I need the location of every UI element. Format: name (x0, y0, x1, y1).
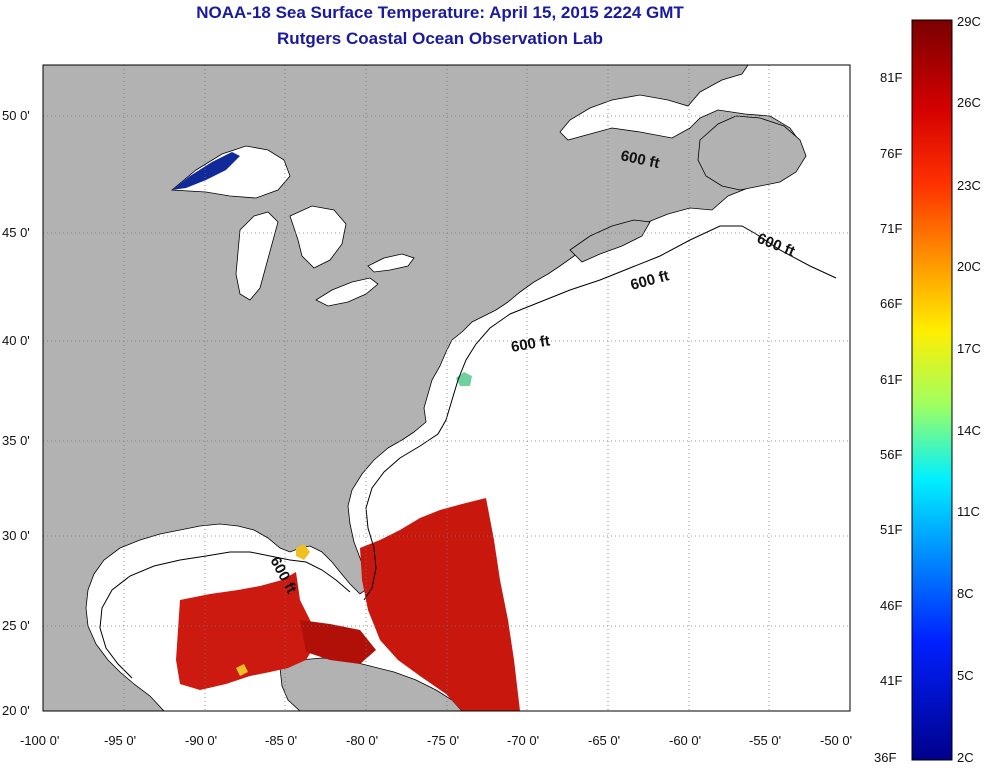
colorbar-celsius-labels: 29C 26C 23C 20C 17C 14C 11C 8C 5C 2C (957, 14, 981, 765)
lon-tick-label: -75 0' (427, 733, 459, 748)
lat-tick-label: 20 0' (2, 703, 30, 718)
cb-c-label: 20C (957, 259, 981, 274)
cb-f-label: 36F (874, 750, 896, 765)
lake-ontario (367, 253, 415, 273)
cb-c-label: 5C (957, 668, 974, 683)
cb-f-label: 51F (880, 522, 902, 537)
title-line-1: NOAA-18 Sea Surface Temperature: April 1… (196, 3, 684, 22)
lon-axis: -100 0' -95 0' -90 0' -85 0' -80 0' -75 … (20, 733, 852, 748)
sst-warm-patch-atlantic (360, 498, 520, 711)
lat-tick-label: 30 0' (2, 528, 30, 543)
graticule (43, 65, 850, 711)
lat-tick-label: 45 0' (2, 225, 30, 240)
lon-tick-label: -90 0' (185, 733, 217, 748)
map-frame (42, 64, 851, 712)
cb-c-label: 29C (957, 14, 981, 29)
title-line-2: Rutgers Coastal Ocean Observation Lab (277, 29, 603, 48)
cb-f-label: 61F (880, 372, 902, 387)
colorbar-fahrenheit-labels: 81F 76F 71F 66F 61F 56F 51F 46F 41F 36F (874, 70, 902, 765)
lake-erie (315, 277, 379, 307)
sst-warm-patch-gulf (176, 572, 318, 690)
cb-f-label: 71F (880, 221, 902, 236)
cb-f-label: 56F (880, 447, 902, 462)
lake-superior (170, 145, 291, 199)
colorbar (911, 19, 953, 761)
cb-f-label: 76F (880, 146, 902, 161)
contour-label-4: 600 ft (510, 332, 552, 356)
lat-tick-label: 35 0' (2, 433, 30, 448)
cb-c-label: 11C (957, 504, 980, 519)
cb-f-label: 81F (880, 70, 902, 85)
lon-tick-label: -60 0' (669, 733, 701, 748)
cb-c-label: 14C (957, 423, 981, 438)
cb-c-label: 8C (957, 586, 974, 601)
cb-c-label: 2C (957, 750, 974, 765)
lat-axis: 50 0' 45 0' 40 0' 35 0' 30 0' 25 0' 20 0… (2, 108, 30, 718)
lake-huron (289, 205, 347, 269)
cb-f-label: 46F (880, 598, 902, 613)
lat-tick-label: 40 0' (2, 333, 30, 348)
lon-tick-label: -55 0' (749, 733, 781, 748)
lake-michigan (235, 211, 279, 301)
cb-f-label: 41F (880, 673, 902, 688)
lon-tick-label: -100 0' (20, 733, 59, 748)
lon-tick-label: -95 0' (104, 733, 136, 748)
cb-c-label: 23C (957, 178, 981, 193)
lon-tick-label: -50 0' (820, 733, 852, 748)
lon-tick-label: -85 0' (265, 733, 297, 748)
cb-c-label: 17C (957, 341, 981, 356)
cb-f-label: 66F (880, 296, 902, 311)
sst-yellow-spots (236, 544, 310, 676)
land-nova-scotia (569, 219, 651, 263)
lat-tick-label: 25 0' (2, 618, 30, 633)
lat-tick-label: 50 0' (2, 108, 30, 123)
land-newfoundland (697, 115, 807, 191)
lake-superior-ice (172, 152, 240, 190)
contour-600ft (99, 225, 837, 679)
sst-florida-strait (300, 620, 376, 664)
lon-tick-label: -70 0' (507, 733, 539, 748)
cb-c-label: 26C (957, 95, 981, 110)
lon-tick-label: -65 0' (588, 733, 620, 748)
lon-tick-label: -80 0' (346, 733, 378, 748)
